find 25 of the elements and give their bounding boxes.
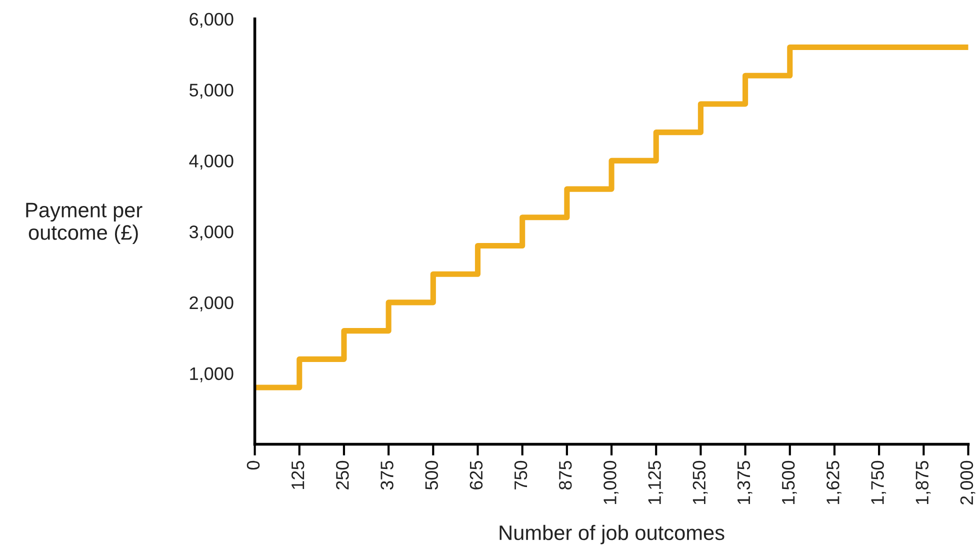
x-tick-label: 1,375 (737, 460, 752, 504)
x-tick-label: 1,875 (916, 460, 931, 504)
x-tick-label: 1,125 (648, 460, 664, 504)
y-tick-label: 4,000 (189, 154, 234, 170)
x-tick-label: 250 (336, 460, 349, 490)
y-tick-label: 2,000 (190, 296, 234, 312)
x-tick-label: 0 (246, 460, 260, 470)
x-tick-label: 500 (425, 460, 438, 490)
x-tick-label: 125 (291, 460, 304, 489)
x-tick-label: 1,250 (692, 460, 708, 504)
x-tick-label: 1,000 (604, 460, 618, 504)
y-axis-title: Payment per outcome (£) (26, 202, 142, 244)
x-tick-label: 750 (514, 460, 528, 490)
y-tick-label: 5,000 (190, 84, 234, 99)
x-tick-label: 2,000 (960, 460, 976, 504)
x-tick-label: 375 (380, 460, 394, 490)
x-tick-label: 1,750 (871, 460, 886, 504)
x-tick-label: 1,500 (782, 460, 797, 504)
x-tick-label: 1,625 (826, 460, 842, 504)
x-tick-label: 875 (558, 460, 572, 490)
x-axis-title: Number of job outcomes (500, 524, 724, 544)
x-tick-label: 625 (470, 460, 483, 490)
y-tick-label: 3,000 (189, 226, 234, 240)
y-tick-label: 1,000 (190, 367, 234, 382)
y-tick-label: 6,000 (190, 12, 234, 28)
